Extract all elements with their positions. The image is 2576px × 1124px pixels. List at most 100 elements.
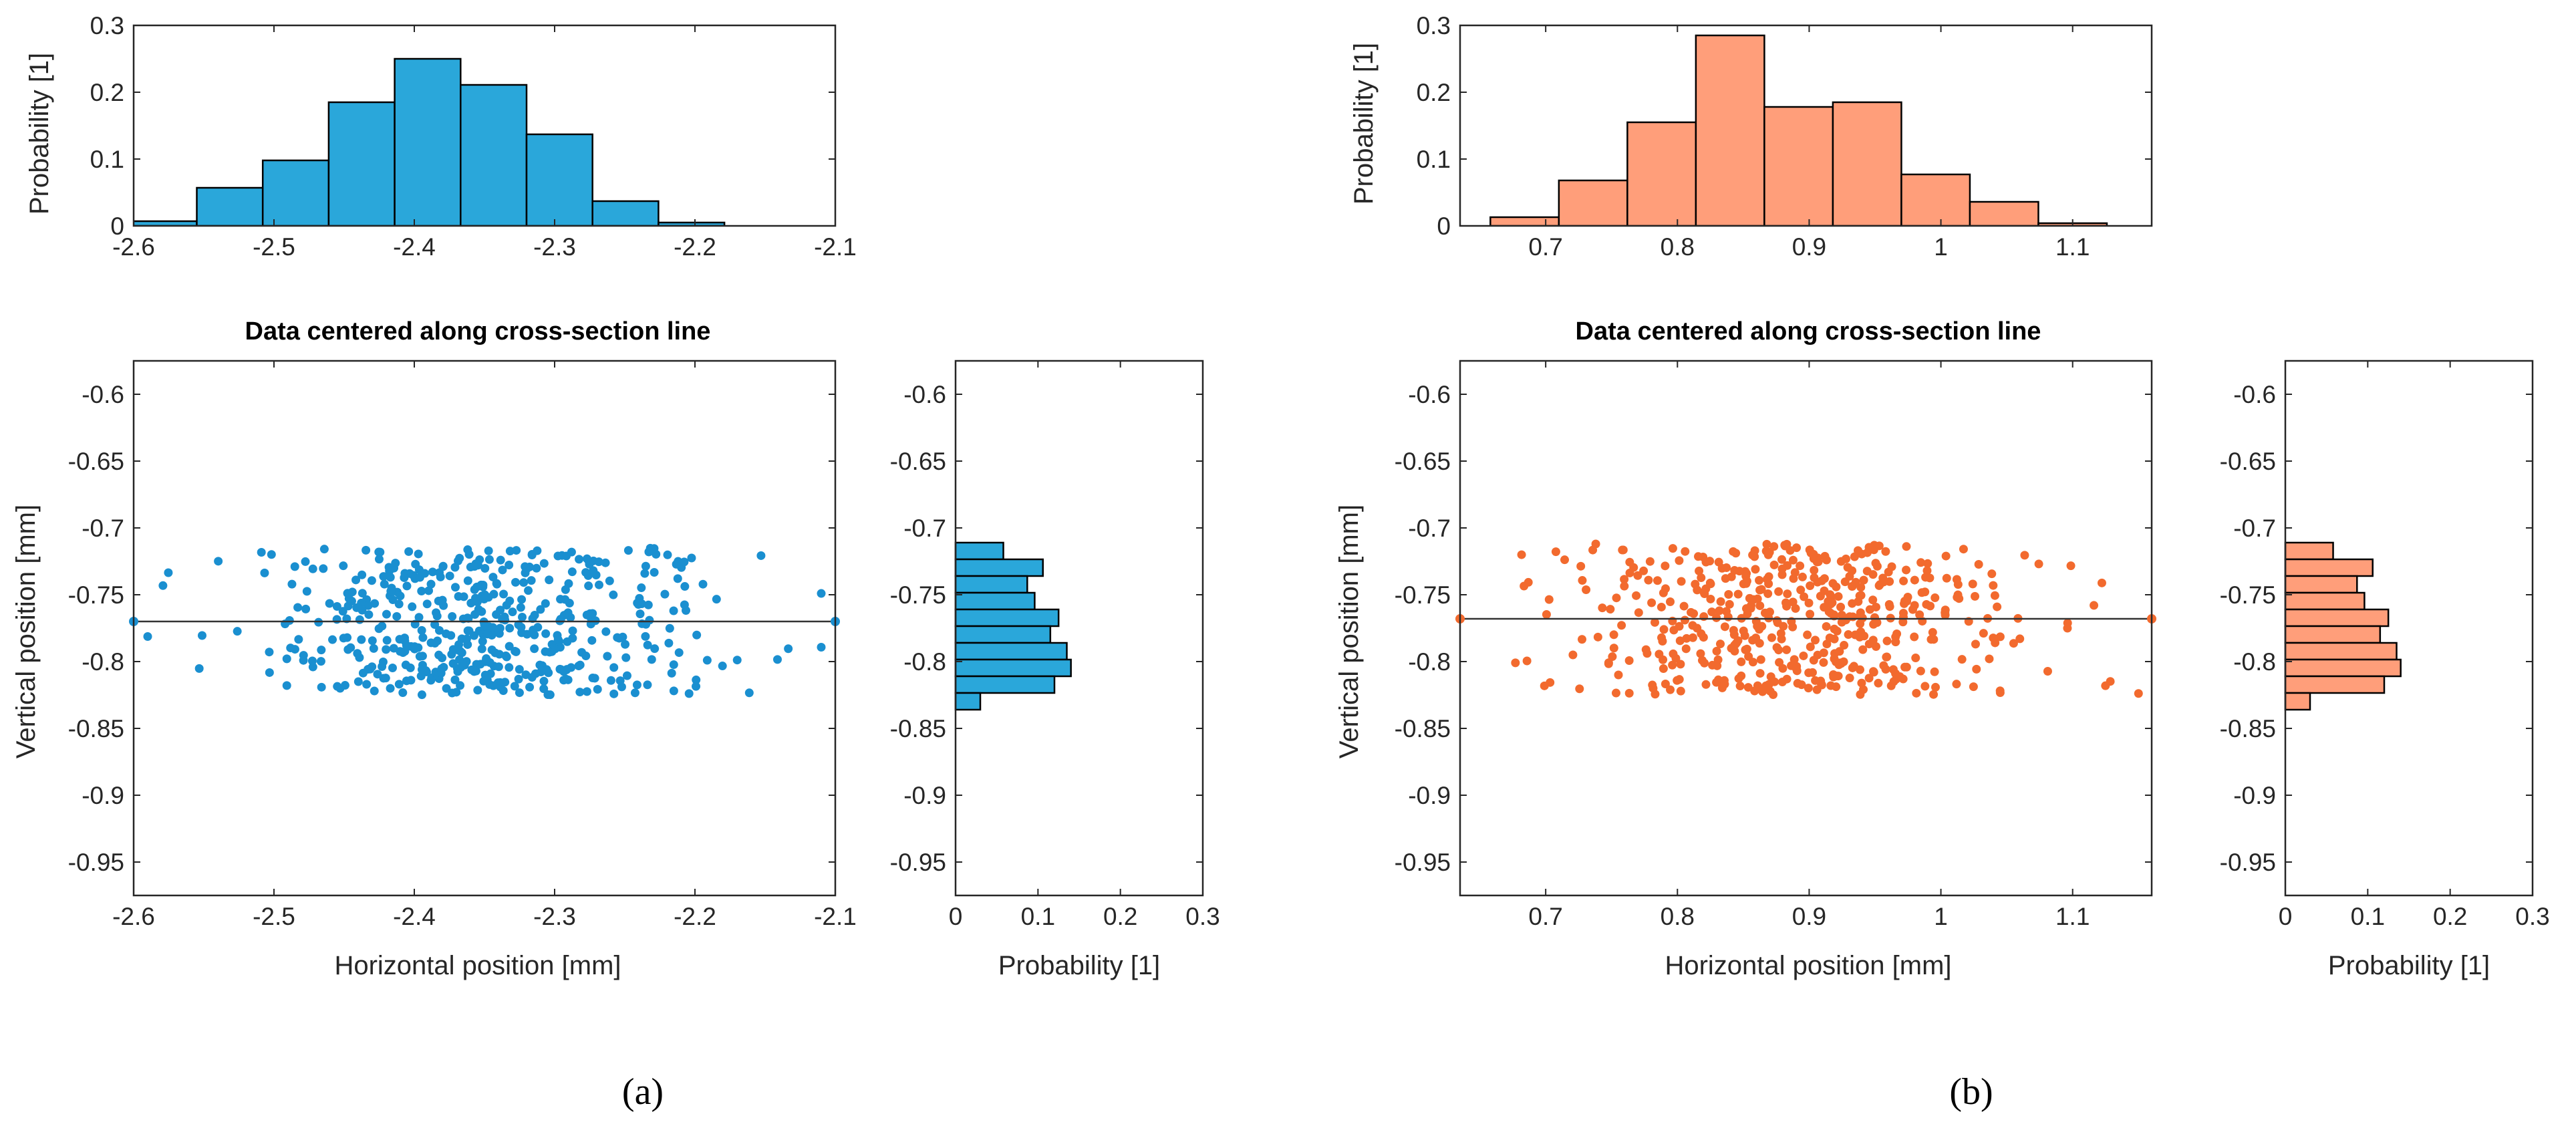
panel-b-scatter-point [1804, 684, 1813, 693]
panel-a-scatter-point [287, 579, 297, 589]
panel-a-scatter-point [756, 551, 766, 560]
panel-a-scatter-point [496, 605, 505, 615]
panel-b-scatter-point [1675, 556, 1684, 565]
panel-b-scatter-point [1716, 640, 1725, 649]
panel-a-scatter-point [669, 660, 678, 670]
panel-a-scatter-point [370, 599, 380, 608]
panel-a-scatter-point [396, 647, 405, 656]
panel-b-scatter-point [1853, 546, 1862, 555]
panel-b-scatter-point [1854, 597, 1863, 606]
panel-b-scatter-point [1812, 557, 1822, 567]
panel-b-scatter-point [1878, 573, 1888, 583]
panel-b-scatter-point [1624, 688, 1634, 698]
panel-a-scatter-point [575, 688, 585, 697]
panel-a-scatter-point [581, 568, 591, 577]
panel-b-scatter-point [1835, 647, 1844, 656]
panel-b-side-ytick-label: -0.8 [2233, 648, 2276, 676]
panel-b-scatter-point [1735, 567, 1744, 576]
panel-a-scatter-point [667, 668, 676, 678]
panel-a-scatter-point [541, 629, 551, 638]
panel-b-scatter-point [1788, 555, 1798, 565]
panel-b-scatter-point [1845, 674, 1854, 683]
panel-b-scatter-point [1729, 547, 1738, 556]
panel-a-scatter-point [601, 627, 611, 636]
panel-b-scatter-point [1828, 598, 1837, 607]
panel-a-scatter-point [439, 663, 448, 672]
panel-b-scatter-xtick-label: 0.8 [1661, 903, 1695, 930]
panel-a-top-xtick-label: -2.3 [533, 233, 576, 261]
panel-b-top-ytick-label: 0.1 [1417, 146, 1451, 173]
panel-a-scatter-point [358, 668, 368, 678]
panel-b-scatter-point [1716, 597, 1725, 606]
panel-b-side-ytick-label: -0.6 [2233, 381, 2276, 408]
panel-b-scatter-point [1843, 563, 1852, 572]
panel-b-top-bar [1900, 173, 1971, 226]
panel-b-scatter-point [1952, 680, 1961, 689]
panel-a-scatter-point [587, 636, 597, 645]
panel-a-scatter-point [665, 623, 674, 633]
panel-b-side-bar [2284, 575, 2358, 594]
panel-b-scatter-point [1941, 605, 1950, 615]
panel-a-top-ytick-label: 0.3 [90, 12, 124, 39]
panel-b-scatter-point [1730, 641, 1739, 650]
panel-a-scatter-point [712, 595, 721, 604]
panel-a-scatter-point [282, 654, 291, 664]
panel-b-side-xtick-label: 0.3 [2515, 903, 2549, 930]
panel-a-scatter-point [452, 688, 461, 697]
panel-a-scatter-point [426, 676, 436, 685]
panel-b-scatter-point [1773, 618, 1782, 627]
panel-b-scatter-point [1864, 674, 1874, 683]
panel-a-scatter-point [515, 688, 524, 698]
panel-a-scatter-point [214, 557, 223, 566]
panel-a-scatter-point [426, 638, 436, 648]
panel-a-scatter-point [510, 682, 519, 691]
panel-a-scatter-point [438, 562, 448, 571]
panel-a-scatter-point [294, 635, 303, 644]
panel-b-side-xlabel: Probability [1] [2328, 951, 2490, 980]
panel-a-scatter-point [567, 547, 576, 557]
panel-a-scatter-point [460, 660, 469, 670]
panel-a-scatter-point [563, 675, 573, 684]
panel-a-side-ytick-label: -0.6 [903, 381, 946, 408]
panel-b-scatter-point [1705, 557, 1715, 566]
panel-b-scatter-point [1778, 664, 1787, 673]
panel-b-scatter-point [1700, 589, 1709, 599]
panel-a-scatter-point [290, 562, 299, 571]
panel-a-scatter-point [450, 583, 460, 592]
panel-b-scatter-point [1930, 593, 1940, 603]
panel-b-top-bar [1763, 106, 1834, 226]
panel-b-scatter-point [1720, 622, 1729, 631]
panel-b-scatter-point [1712, 646, 1721, 656]
panel-b-scatter-point [1750, 546, 1759, 555]
panel-b-scatter-point [1855, 632, 1864, 642]
panel-a-scatter-point [479, 595, 488, 604]
panel-a-scatter-point [772, 655, 782, 664]
panel-b-side-ytick-label: -0.75 [2220, 581, 2276, 609]
panel-b-scatter-point [1609, 630, 1618, 640]
panel-b-scatter-point [1734, 674, 1743, 683]
panel-b-scatter-point [1824, 607, 1834, 616]
panel-b-scatter-point [1921, 573, 1930, 582]
panel-a-scatter-point [732, 656, 742, 665]
panel-b-scatter-point [1651, 617, 1660, 627]
panel-b-scatter-point [1777, 564, 1787, 573]
panel-a-scatter-point [669, 606, 678, 615]
panel-a-scatter-point [265, 668, 274, 677]
panel-b-scatter-point [1859, 575, 1868, 585]
panel-b-scatter-point [1916, 558, 1926, 567]
panel-b-scatter-point [1929, 690, 1939, 699]
panel-b-scatter-point [1639, 566, 1649, 575]
panel-a-scatter-point [478, 582, 488, 591]
panel-a-side-ytick-label: -0.7 [903, 515, 946, 542]
panel-a-scatter-point [514, 674, 523, 684]
panel-b-scatter-point [1830, 654, 1839, 664]
panel-a-scatter-point [416, 672, 426, 681]
panel-a-scatter-point [601, 558, 610, 567]
panel-b-scatter-point [1742, 569, 1751, 578]
panel-b-scatter-point [1721, 574, 1730, 583]
panel-b-scatter-point [1844, 630, 1853, 640]
panel-a-scatter-xtick-label: -2.3 [533, 903, 576, 930]
panel-a-scatter-point [632, 680, 641, 690]
panel-b-scatter-point [1695, 566, 1704, 575]
panel-a-scatter-point [434, 625, 444, 635]
